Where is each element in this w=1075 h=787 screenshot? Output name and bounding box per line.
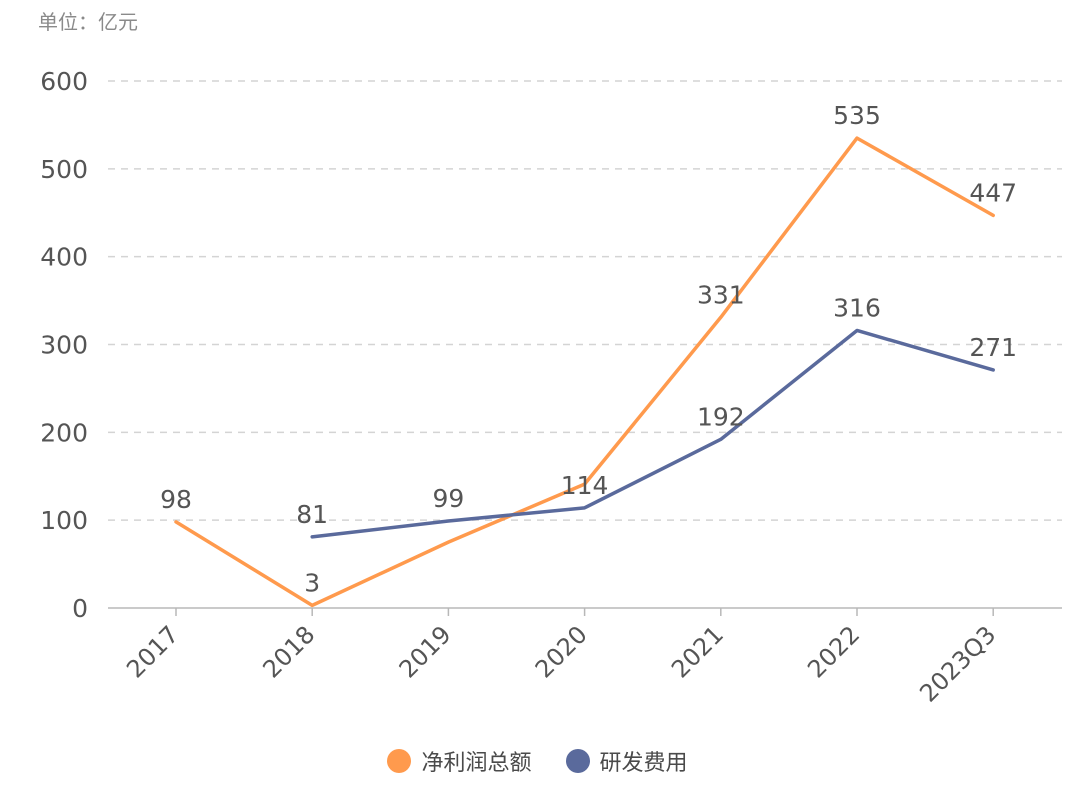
legend: 净利润总额 研发费用 — [0, 745, 1075, 777]
y-tick-label: 200 — [40, 418, 88, 447]
x-tick-label: 2018 — [257, 620, 320, 683]
y-tick-label: 0 — [72, 594, 88, 623]
legend-label: 研发费用 — [599, 751, 688, 776]
axes: 0 100 200 300 400 500 600 2017 2018 2019 2020 2021 2… — [40, 67, 1062, 708]
series-lines — [174, 136, 995, 608]
legend-label: 净利润总额 — [421, 751, 532, 776]
legend-dot-icon — [387, 749, 412, 773]
unit-label: 单位：亿元 — [38, 10, 138, 34]
data-label: 331 — [697, 280, 745, 309]
y-tick-label: 300 — [40, 331, 88, 360]
data-labels: 98 3 331 535 447 81 99 114 192 316 271 — [160, 101, 1017, 597]
y-tick-label: 500 — [40, 155, 88, 184]
y-tick-label: 100 — [40, 506, 88, 535]
gridlines — [108, 80, 1062, 521]
data-label: 271 — [969, 333, 1017, 362]
data-label: 114 — [561, 471, 609, 500]
x-tick-label: 2017 — [121, 620, 184, 683]
data-label: 98 — [160, 485, 192, 514]
data-label: 81 — [296, 500, 328, 529]
data-label: 192 — [697, 402, 745, 431]
data-label: 447 — [969, 178, 1017, 207]
data-label: 99 — [432, 484, 464, 513]
data-label: 535 — [833, 101, 881, 130]
series-line-1 — [310, 328, 995, 539]
x-tick-label: 2019 — [394, 620, 457, 683]
y-tick-label: 400 — [40, 243, 88, 272]
y-tick-label: 600 — [40, 67, 88, 96]
x-tick-label: 2021 — [666, 620, 729, 683]
x-tick-label: 2023Q3 — [914, 620, 1001, 707]
legend-item-rd-expense[interactable]: 研发费用 — [565, 745, 688, 777]
x-tick-label: 2022 — [802, 620, 865, 683]
data-label: 316 — [833, 293, 881, 322]
x-tick-label: 2020 — [530, 620, 593, 683]
legend-item-net-profit[interactable]: 净利润总额 — [387, 745, 532, 777]
data-label: 3 — [304, 568, 320, 597]
series-line-0 — [174, 136, 995, 608]
legend-dot-icon — [565, 749, 590, 773]
